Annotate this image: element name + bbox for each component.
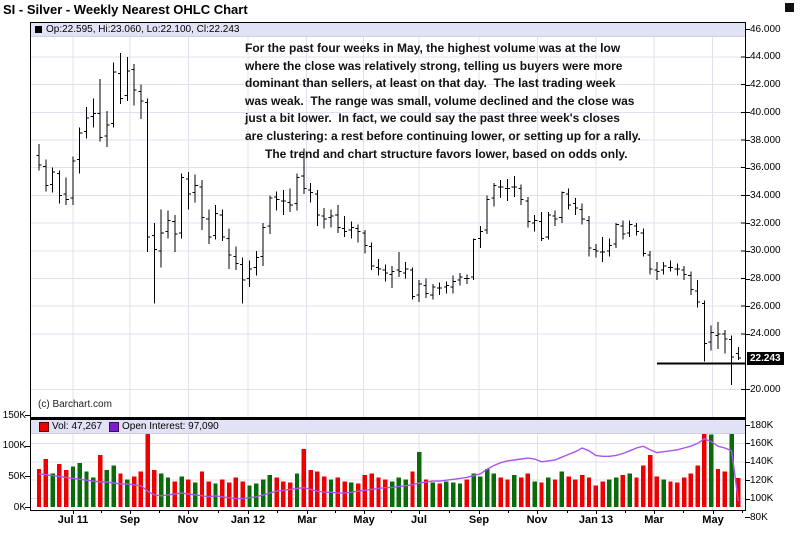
- price-axis-tick: [745, 279, 750, 280]
- date-axis-tick: [130, 510, 131, 514]
- open-interest-legend-text: Open Interest: 97,090: [122, 421, 219, 432]
- price-axis-tick: [745, 57, 750, 58]
- open-interest-axis-tick: [745, 462, 750, 463]
- date-axis-label: May: [702, 514, 724, 526]
- volume-axis-tick: [25, 507, 30, 508]
- price-axis-label: 20.000: [750, 384, 781, 395]
- ohlc-legend-text: Op:22.595, Hi:23.060, Lo:22.100, Cl:22.2…: [46, 24, 240, 35]
- date-axis-label: Sep: [119, 514, 141, 526]
- date-axis-tick: [188, 510, 189, 514]
- date-axis-minor-tick: [101, 510, 102, 513]
- date-axis-label: Jul 11: [57, 514, 89, 526]
- date-axis-minor-tick: [335, 510, 336, 513]
- date-axis-tick: [364, 510, 365, 514]
- price-axis-tick: [745, 195, 750, 196]
- volume-axis-label: 100K: [2, 440, 26, 451]
- volume-axis-tick: [25, 446, 30, 447]
- date-axis-tick: [419, 510, 420, 514]
- open-interest-axis-tick: [745, 517, 750, 518]
- date-axis-label: Nov: [526, 514, 548, 526]
- date-axis-tick: [248, 510, 249, 514]
- price-axis-tick: [745, 29, 750, 30]
- volume-axis-label: 0K: [13, 502, 26, 513]
- open-interest-axis-label: 80K: [750, 512, 768, 523]
- price-panel: Op:22.595, Hi:23.060, Lo:22.100, Cl:22.2…: [30, 22, 746, 418]
- date-axis-minor-tick: [742, 510, 743, 513]
- price-axis-tick: [745, 251, 750, 252]
- date-axis-label: Mar: [644, 514, 664, 526]
- date-axis-tick: [307, 510, 308, 514]
- price-axis-tick: [745, 389, 750, 390]
- date-axis-label: Jul: [411, 514, 427, 526]
- date-axis-minor-tick: [449, 510, 450, 513]
- price-axis-label: 30.000: [750, 245, 781, 256]
- date-axis-tick: [537, 510, 538, 514]
- date-axis-minor-tick: [683, 510, 684, 513]
- volume-panel: Vol: 47,267 Open Interest: 97,090: [30, 417, 746, 511]
- date-axis-label: May: [353, 514, 375, 526]
- price-axis-tick: [745, 306, 750, 307]
- open-interest-axis-label: 140K: [750, 456, 774, 467]
- price-axis-label: 34.000: [750, 190, 781, 201]
- open-interest-axis-label: 160K: [750, 438, 774, 449]
- annotation-text: For the past four weeks in May, the high…: [245, 41, 641, 161]
- date-axis-minor-tick: [218, 510, 219, 513]
- price-axis-tick: [745, 112, 750, 113]
- date-axis-tick: [73, 510, 74, 514]
- date-axis-minor-tick: [625, 510, 626, 513]
- date-axis-minor-tick: [508, 510, 509, 513]
- open-interest-axis-label: 100K: [750, 493, 774, 504]
- volume-oi-chart: [31, 433, 745, 510]
- last-price-badge: 22.243: [747, 352, 784, 365]
- date-axis-tick: [596, 510, 597, 514]
- price-axis-label: 24.000: [750, 328, 781, 339]
- open-interest-axis-tick: [745, 443, 750, 444]
- date-axis-tick: [479, 510, 480, 514]
- copyright-text: (c) Barchart.com: [38, 399, 112, 410]
- volume-legend-text: Vol: 47,267: [52, 421, 103, 432]
- price-axis-label: 44.000: [750, 51, 781, 62]
- open-interest-axis-label: 180K: [750, 420, 774, 431]
- page-title: SI - Silver - Weekly Nearest OHLC Chart: [3, 2, 248, 17]
- price-axis-label: 40.000: [750, 107, 781, 118]
- price-axis-tick: [745, 168, 750, 169]
- price-axis-label: 36.000: [750, 162, 781, 173]
- date-axis-minor-tick: [567, 510, 568, 513]
- open-interest-legend-marker-icon: [109, 422, 119, 432]
- price-axis-label: 32.000: [750, 218, 781, 229]
- date-axis-label: Jan 13: [578, 514, 614, 526]
- date-axis-label: Mar: [297, 514, 317, 526]
- ohlc-legend-marker-icon: [35, 26, 42, 33]
- price-axis-label: 42.000: [750, 79, 781, 90]
- date-axis-label: Nov: [177, 514, 199, 526]
- date-axis-minor-tick: [159, 510, 160, 513]
- price-axis-tick: [745, 223, 750, 224]
- price-axis-tick: [745, 140, 750, 141]
- volume-axis-tick: [25, 476, 30, 477]
- open-interest-axis-tick: [745, 499, 750, 500]
- open-interest-axis-label: 120K: [750, 475, 774, 486]
- ohlc-legend-strip: Op:22.595, Hi:23.060, Lo:22.100, Cl:22.2…: [31, 23, 745, 37]
- volume-axis-label: 50K: [8, 471, 26, 482]
- price-axis-label: 38.000: [750, 135, 781, 146]
- price-axis-tick: [745, 85, 750, 86]
- date-axis-minor-tick: [277, 510, 278, 513]
- corner-mark: [785, 3, 794, 12]
- open-interest-axis-tick: [745, 425, 750, 426]
- date-axis-minor-tick: [391, 510, 392, 513]
- price-axis-label: 26.000: [750, 301, 781, 312]
- volume-legend-strip: Vol: 47,267 Open Interest: 97,090: [31, 420, 745, 434]
- price-axis-tick: [745, 334, 750, 335]
- volume-legend-marker-icon: [39, 422, 49, 432]
- volume-axis-tick: [25, 415, 30, 416]
- date-axis-label: Jan 12: [230, 514, 266, 526]
- date-axis-label: Sep: [468, 514, 490, 526]
- price-axis-label: 46.000: [750, 24, 781, 35]
- date-axis-tick: [654, 510, 655, 514]
- volume-axis-label: 150K: [2, 410, 26, 421]
- price-axis-label: 28.000: [750, 273, 781, 284]
- date-axis-tick: [713, 510, 714, 514]
- open-interest-axis-tick: [745, 480, 750, 481]
